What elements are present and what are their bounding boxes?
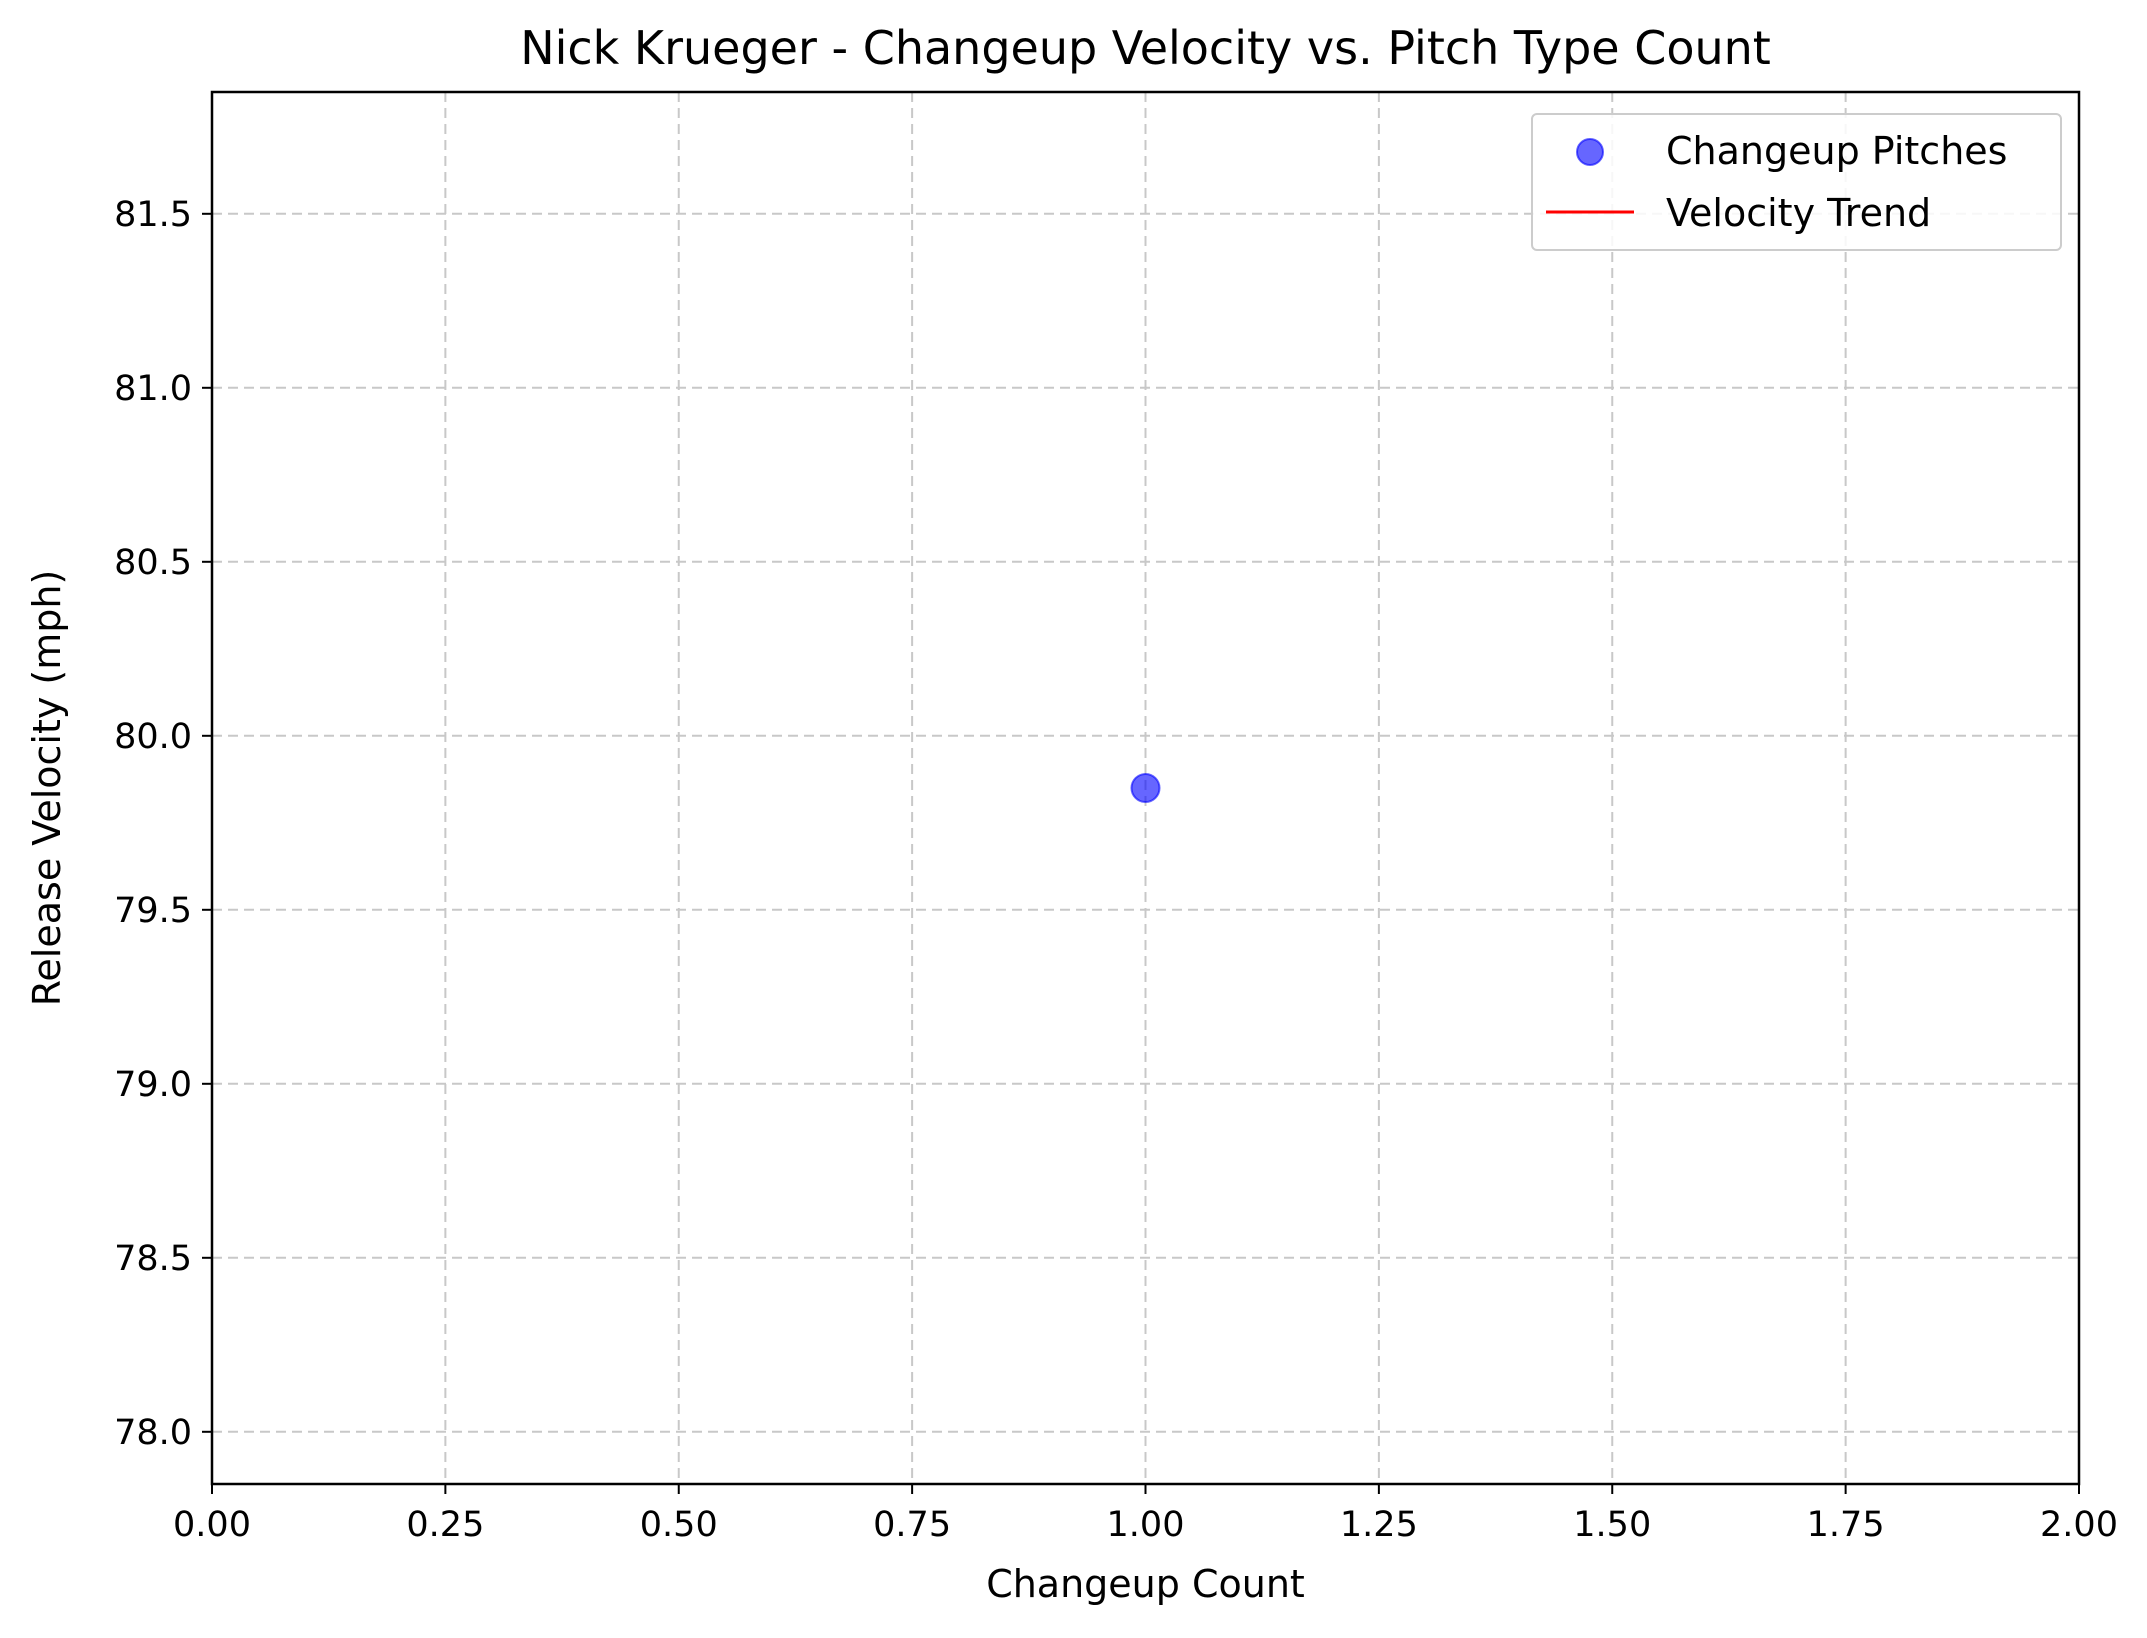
- x-tick-label: 1.50: [1573, 1505, 1651, 1545]
- x-tick-label: 0.00: [173, 1505, 251, 1545]
- x-tick-label: 2.00: [2040, 1505, 2118, 1545]
- y-tick-label: 78.0: [114, 1413, 192, 1453]
- legend-marker-changeup-pitches: [1576, 138, 1604, 166]
- y-tick-label: 79.0: [114, 1065, 192, 1105]
- legend-entry-velocity-trend: Velocity Trend: [1666, 191, 1931, 235]
- chart-title: Nick Krueger - Changeup Velocity vs. Pit…: [520, 21, 1771, 75]
- x-tick-label: 0.50: [640, 1505, 718, 1545]
- x-tick-label: 1.00: [1107, 1505, 1185, 1545]
- y-tick-label: 79.5: [114, 891, 192, 931]
- legend-entry-changeup-pitches: Changeup Pitches: [1666, 129, 2007, 173]
- x-tick-label: 1.75: [1807, 1505, 1885, 1545]
- legend: Changeup Pitches Velocity Trend: [1531, 113, 2062, 251]
- axis-ticks: 0.00 0.25 0.50 0.75 1.00 1.25 1.50 1.75 2.00 78.0…: [114, 195, 2118, 1545]
- grid-lines: [212, 92, 2079, 1484]
- x-tick-label: 0.25: [406, 1505, 484, 1545]
- x-tick-label: 1.25: [1340, 1505, 1418, 1545]
- y-tick-label: 80.5: [114, 543, 192, 583]
- y-tick-label: 81.0: [114, 369, 192, 409]
- scatter-point: [1130, 773, 1161, 803]
- x-axis-label: Changeup Count: [986, 1562, 1305, 1606]
- x-tick-label: 0.75: [873, 1505, 951, 1545]
- y-tick-label: 78.5: [114, 1239, 192, 1279]
- y-tick-label: 81.5: [114, 195, 192, 235]
- y-tick-label: 80.0: [114, 717, 192, 757]
- legend-box: [1531, 113, 2062, 251]
- data-series: [1130, 773, 1161, 803]
- y-axis-label: Release Velocity (mph): [25, 570, 69, 1007]
